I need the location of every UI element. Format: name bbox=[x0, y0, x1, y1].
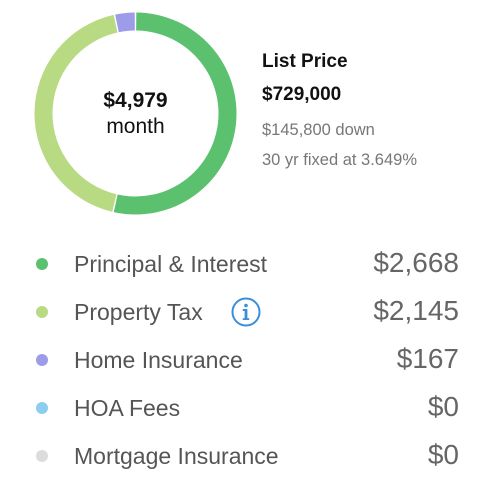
down-payment: $145,800 down bbox=[262, 121, 375, 139]
principal-interest-value: $2,668 bbox=[373, 247, 459, 278]
list-price-value: $729,000 bbox=[262, 84, 342, 105]
hoa-fees-value: $0 bbox=[427, 391, 459, 422]
list-price-label: List Price bbox=[262, 51, 348, 72]
breakdown-row-mortgage-insurance: Mortgage Insurance $0 bbox=[0, 432, 497, 480]
price-info: List Price $729,000 $145,800 down 30 yr … bbox=[262, 50, 492, 171]
home-insurance-label: Home Insurance bbox=[74, 347, 243, 373]
principal-interest-dot bbox=[36, 258, 48, 270]
property-tax-label: Property Tax bbox=[74, 299, 203, 325]
breakdown-row-home-insurance: Home Insurance $167 bbox=[0, 336, 497, 384]
mortgage-insurance-label: Mortgage Insurance bbox=[74, 443, 279, 469]
property-tax-value: $2,145 bbox=[373, 295, 459, 326]
home-insurance-value: $167 bbox=[396, 343, 459, 374]
loan-terms: 30 yr fixed at 3.649% bbox=[262, 151, 418, 169]
breakdown-row-principal-interest: Principal & Interest $2,668 bbox=[0, 240, 497, 288]
hoa-fees-label: HOA Fees bbox=[74, 395, 181, 421]
donut-center: $4,979 month bbox=[34, 12, 237, 215]
mortgage-insurance-value: $0 bbox=[427, 439, 459, 470]
donut-segment-home-insurance bbox=[115, 12, 135, 33]
home-insurance-dot bbox=[36, 354, 48, 366]
payment-summary: $4,979 month List Price $729,000 $145,80… bbox=[0, 0, 497, 230]
donut-segment-principal-interest bbox=[113, 12, 237, 215]
principal-interest-label: Principal & Interest bbox=[74, 251, 268, 277]
monthly-unit: month bbox=[106, 114, 165, 138]
donut-ring bbox=[34, 12, 237, 215]
property-tax-dot bbox=[36, 306, 48, 318]
hoa-fees-dot bbox=[36, 402, 48, 414]
breakdown-row-hoa-fees: HOA Fees $0 bbox=[0, 384, 497, 432]
donut-segment-property-tax bbox=[34, 14, 118, 212]
monthly-total: $4,979 bbox=[103, 88, 168, 112]
payment-donut-chart: $4,979 month bbox=[34, 12, 237, 215]
breakdown-row-property-tax: Property Tax $2,145 bbox=[0, 288, 497, 336]
info-icon[interactable] bbox=[230, 296, 262, 328]
mortgage-insurance-dot bbox=[36, 450, 48, 462]
